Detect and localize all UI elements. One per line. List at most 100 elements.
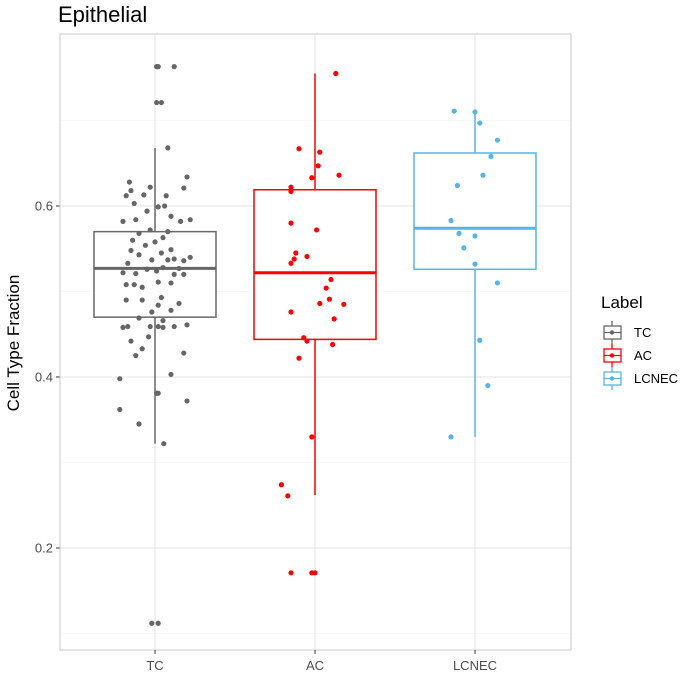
data-point	[472, 261, 478, 267]
data-point	[128, 338, 134, 344]
data-point	[288, 184, 294, 190]
data-point	[314, 227, 320, 233]
data-point	[171, 256, 177, 262]
data-point	[184, 398, 190, 404]
data-point	[149, 257, 155, 263]
data-point	[184, 322, 190, 328]
data-point	[187, 254, 193, 260]
data-point	[176, 265, 182, 272]
data-point	[120, 270, 126, 276]
legend-item-ac: AC	[603, 344, 652, 367]
data-point	[155, 620, 161, 626]
data-point	[147, 323, 153, 330]
data-point	[155, 64, 161, 70]
boxplot-ac	[253, 70, 377, 576]
data-point	[285, 493, 291, 499]
data-point	[133, 270, 139, 277]
data-point	[131, 200, 137, 207]
legend-key-point	[609, 353, 615, 358]
data-point	[168, 247, 174, 253]
data-point	[477, 337, 483, 343]
data-point	[330, 341, 336, 348]
legend-item-tc: TC	[603, 321, 651, 344]
data-point	[494, 137, 500, 143]
data-point	[133, 353, 139, 359]
data-point	[171, 323, 177, 330]
data-point	[288, 570, 294, 576]
data-point	[326, 296, 332, 302]
box-iqr	[93, 230, 217, 318]
data-point	[142, 242, 148, 248]
data-point	[155, 302, 161, 308]
y-tick-label: 0.4	[35, 370, 53, 385]
data-point	[128, 247, 134, 254]
data-point	[162, 203, 168, 209]
data-point	[136, 315, 142, 321]
y-tick-label: 0.2	[35, 541, 53, 556]
data-point	[139, 297, 145, 303]
box-iqr	[253, 189, 377, 341]
legend-item-lcnec: LCNEC	[603, 367, 678, 390]
data-point	[288, 220, 294, 226]
data-point	[123, 193, 129, 199]
data-point	[288, 188, 294, 195]
data-point	[144, 266, 150, 272]
data-point	[317, 149, 323, 155]
data-point	[278, 482, 284, 488]
data-point	[494, 280, 500, 286]
data-point	[136, 252, 142, 258]
data-point	[158, 294, 164, 301]
box-iqr	[413, 152, 537, 271]
data-point	[149, 309, 155, 315]
data-point	[288, 309, 294, 315]
data-point	[125, 323, 131, 330]
data-point	[323, 285, 329, 291]
x-tick-label: LCNEC	[453, 658, 497, 673]
data-point	[123, 282, 129, 288]
data-point	[291, 256, 297, 262]
data-point	[160, 317, 166, 324]
data-point	[158, 99, 164, 106]
legend-key-point	[609, 376, 615, 381]
x-tick-label: TC	[146, 658, 163, 673]
data-point	[165, 257, 171, 263]
data-point	[163, 193, 169, 199]
data-point	[331, 316, 337, 322]
data-point	[147, 184, 153, 190]
data-point	[181, 258, 187, 264]
boxplot-lcnec	[413, 108, 537, 440]
data-point	[125, 260, 131, 266]
data-point	[301, 335, 307, 341]
data-point	[155, 390, 161, 396]
data-point	[160, 235, 166, 241]
data-point	[315, 163, 321, 169]
legend-key-point	[609, 330, 615, 335]
data-point	[451, 108, 457, 114]
data-point	[176, 300, 182, 307]
legend-label: TC	[634, 325, 651, 340]
data-point	[477, 120, 483, 126]
data-point	[456, 230, 462, 236]
boxplot-tc	[93, 64, 217, 626]
data-point	[168, 280, 174, 286]
data-point	[178, 218, 184, 224]
data-point	[154, 268, 160, 274]
data-point	[160, 324, 166, 331]
chart-title: Epithelial	[58, 2, 147, 27]
data-point	[309, 434, 315, 440]
data-point	[161, 441, 167, 447]
data-point	[120, 324, 126, 331]
data-point	[448, 217, 454, 224]
data-point	[141, 192, 147, 198]
data-point	[160, 264, 166, 271]
data-point	[131, 282, 137, 288]
data-point	[296, 355, 302, 361]
data-point	[296, 146, 302, 152]
data-point	[328, 276, 334, 283]
data-point	[480, 172, 486, 178]
data-point	[126, 179, 132, 185]
legend-title: Label	[601, 293, 643, 312]
data-point	[488, 153, 494, 160]
data-point	[130, 237, 136, 243]
